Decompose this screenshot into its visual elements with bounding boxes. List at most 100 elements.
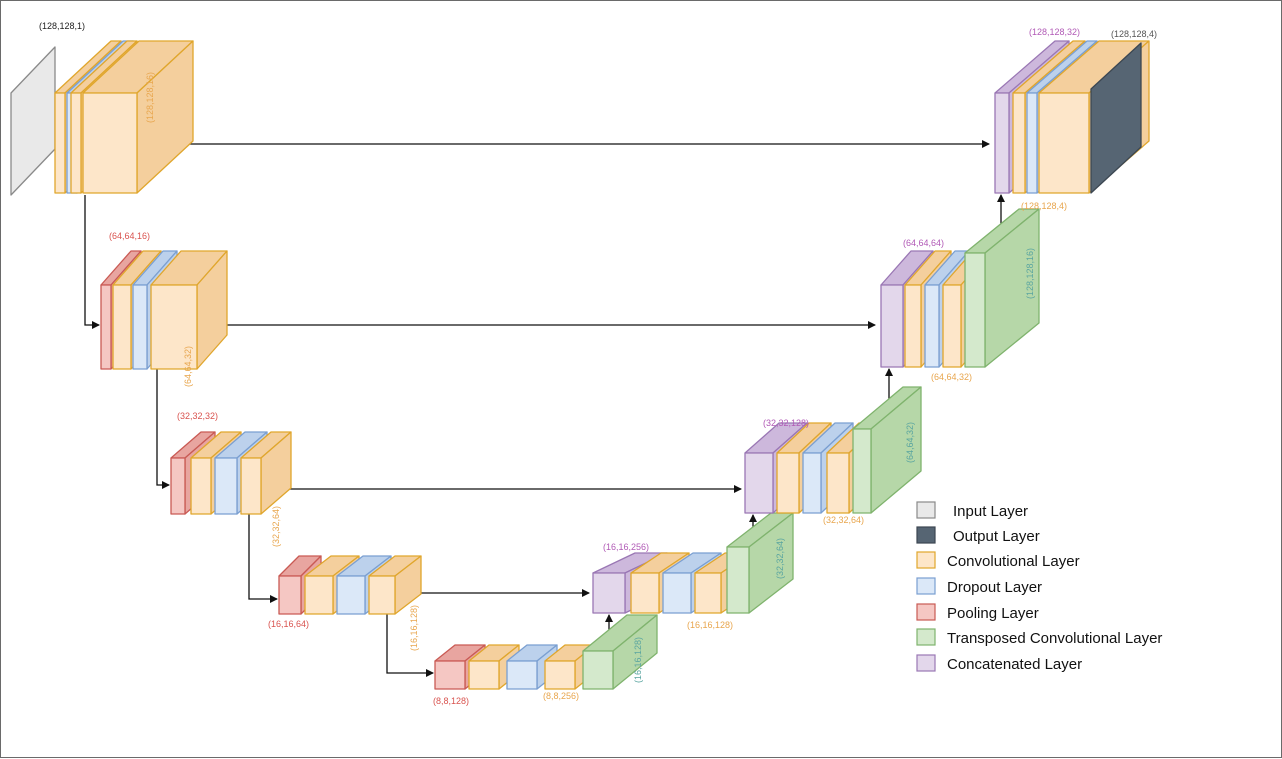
layer-blocks — [10, 40, 1150, 690]
conv-layer-face — [304, 575, 334, 615]
drop-layer-face — [924, 284, 940, 368]
arrow-icon — [84, 195, 100, 329]
trans-layer-block — [582, 614, 658, 690]
label-dec4-concat: (128,128,32) — [1029, 27, 1080, 37]
legend-item-input: Input Layer — [916, 501, 1028, 520]
conv-layer-face — [368, 575, 396, 615]
shape-labels: (128,128,1) (128,128,16) (64,64,16) (64,… — [39, 21, 1157, 706]
conv-layer-face — [544, 660, 576, 690]
legend-label-concatenated: Concatenated Layer — [947, 656, 1082, 673]
concat-layer-face — [592, 572, 626, 614]
arrow-icon — [386, 614, 434, 677]
conv-layer-face — [82, 92, 138, 194]
connection-arrows — [84, 140, 1005, 677]
label-dec3-concat: (64,64,64) — [903, 238, 944, 248]
label-up4-transposed: (128,128,16) — [1025, 248, 1035, 299]
label-enc1-output: (128,128,16) — [145, 72, 155, 123]
concat-layer-face — [994, 92, 1010, 194]
conv-layer-face — [904, 284, 922, 368]
conv-layer-face — [694, 572, 722, 614]
legend-swatch-output — [916, 526, 936, 544]
legend-item-conv: Convolutional Layer — [916, 551, 1080, 570]
conv-layer-face — [942, 284, 962, 368]
conv-layer-block — [150, 250, 228, 370]
legend-swatch-input — [916, 501, 936, 519]
conv-layer-face — [468, 660, 500, 690]
legend-label-pooling: Pooling Layer — [947, 605, 1039, 622]
label-enc3-output: (32,32,64) — [271, 506, 281, 547]
label-pool3: (16,16,64) — [268, 619, 309, 629]
label-input-shape: (128,128,1) — [39, 21, 85, 31]
conv-layer-face — [190, 457, 212, 515]
concat-layer-face — [744, 452, 774, 514]
input-layer-face — [10, 46, 56, 196]
legend-swatch-concatenated — [916, 654, 936, 672]
trans-layer-face — [964, 252, 986, 368]
label-dec4-output: (128,128,4) — [1021, 201, 1067, 211]
arrow-icon — [248, 514, 278, 603]
concat-layer-face — [880, 284, 904, 368]
pool-layer-face — [434, 660, 466, 690]
drop-layer-face — [336, 575, 366, 615]
conv-layer-face — [70, 92, 82, 194]
conv-layer-face — [630, 572, 660, 614]
label-dec3-output: (64,64,32) — [931, 372, 972, 382]
input-layer-block — [10, 46, 56, 196]
legend-label-conv: Convolutional Layer — [947, 553, 1080, 570]
drop-layer-face — [662, 572, 692, 614]
label-pool1: (64,64,16) — [109, 231, 150, 241]
trans-layer-block — [964, 208, 1040, 368]
conv-layer-block — [240, 431, 292, 515]
legend: Input Layer Output Layer Convolutional L… — [916, 501, 1162, 673]
label-enc2-output: (64,64,32) — [183, 346, 193, 387]
output-layer-face — [1090, 42, 1142, 194]
drop-layer-face — [1026, 92, 1038, 194]
label-dec2-output: (32,32,64) — [823, 515, 864, 525]
drop-layer-face — [506, 660, 538, 690]
legend-label-dropout: Dropout Layer — [947, 579, 1042, 596]
drop-layer-face — [802, 452, 822, 514]
trans-layer-block — [726, 512, 794, 614]
conv-layer-face — [776, 452, 800, 514]
conv-layer-block — [82, 40, 194, 194]
legend-swatch-transposed — [916, 628, 936, 646]
trans-layer-face — [582, 650, 614, 690]
legend-item-output: Output Layer — [916, 526, 1040, 545]
label-up1-transposed: (16,16,128) — [633, 637, 643, 683]
legend-item-transposed: Transposed Convolutional Layer — [916, 628, 1162, 647]
legend-label-transposed: Transposed Convolutional Layer — [947, 630, 1162, 647]
legend-item-concatenated: Concatenated Layer — [916, 654, 1082, 673]
legend-item-dropout: Dropout Layer — [916, 577, 1042, 596]
legend-label-input: Input Layer — [953, 503, 1028, 520]
trans-layer-face — [726, 546, 750, 614]
conv-layer-face — [54, 92, 66, 194]
arrow-icon — [156, 369, 170, 489]
conv-layer-face — [1012, 92, 1026, 194]
label-output-shape: (128,128,4) — [1111, 29, 1157, 39]
output-layer-block — [1090, 42, 1142, 194]
legend-item-pooling: Pooling Layer — [916, 603, 1039, 622]
pool-layer-face — [170, 457, 186, 515]
conv-layer-face — [826, 452, 850, 514]
legend-swatch-dropout — [916, 577, 936, 595]
conv-layer-face — [240, 457, 262, 515]
label-up3-transposed: (64,64,32) — [905, 422, 915, 463]
pool-layer-face — [278, 575, 302, 615]
conv-layer-face — [112, 284, 132, 370]
pool-layer-face — [100, 284, 112, 370]
legend-label-output: Output Layer — [953, 528, 1040, 545]
conv-layer-block — [368, 555, 422, 615]
label-up2-transposed: (32,32,64) — [775, 538, 785, 579]
label-pool2: (32,32,32) — [177, 411, 218, 421]
label-dec1-concat: (16,16,256) — [603, 542, 649, 552]
legend-swatch-pooling — [916, 603, 936, 621]
label-enc4-output: (16,16,128) — [409, 605, 419, 651]
conv-layer-face — [150, 284, 198, 370]
label-dec1-output: (16,16,128) — [687, 620, 733, 630]
trans-layer-block — [852, 386, 922, 514]
trans-layer-face — [852, 428, 872, 514]
drop-layer-face — [214, 457, 238, 515]
drop-layer-face — [132, 284, 148, 370]
